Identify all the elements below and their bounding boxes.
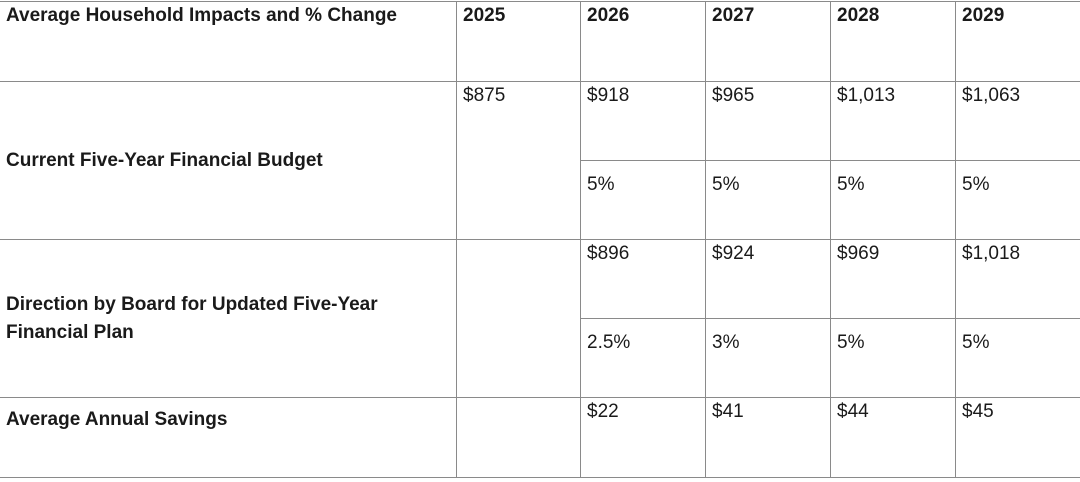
- board-direction-value-2026: $896: [580, 239, 706, 319]
- table-row-current-budget-values: Current Five-Year Financial Budget $875 …: [0, 81, 1080, 240]
- board-direction-change-2028: 5%: [830, 318, 956, 398]
- annual-savings-2029: $45: [955, 397, 1080, 478]
- current-budget-change-2026: 5%: [580, 160, 706, 240]
- current-budget-change-2029: 5%: [955, 160, 1080, 240]
- table-row-current-budget-changes: 5% 5% 5% 5%: [0, 160, 1080, 240]
- current-budget-value-2026: $918: [580, 81, 706, 161]
- row-label-board-direction: Direction by Board for Updated Five-Year…: [0, 239, 457, 398]
- year-header-2026: 2026: [580, 1, 706, 82]
- row-label-current-budget: Current Five-Year Financial Budget: [0, 81, 457, 240]
- board-direction-value-2025: [456, 239, 581, 398]
- annual-savings-2025: [456, 397, 581, 478]
- current-budget-change-2028: 5%: [830, 160, 956, 240]
- year-header-2027: 2027: [705, 1, 831, 82]
- table-row-board-direction-values: Direction by Board for Updated Five-Year…: [0, 239, 1080, 398]
- annual-savings-2026: $22: [580, 397, 706, 478]
- current-budget-change-2027: 5%: [705, 160, 831, 240]
- current-budget-value-2025: $875: [456, 81, 581, 240]
- current-budget-value-2029: $1,063: [955, 81, 1080, 161]
- current-budget-value-2028: $1,013: [830, 81, 956, 161]
- year-header-2028: 2028: [830, 1, 956, 82]
- board-direction-value-2027: $924: [705, 239, 831, 319]
- row-label-annual-savings: Average Annual Savings: [0, 397, 457, 478]
- header-label: Average Household Impacts and % Change: [0, 1, 457, 82]
- table-row-board-direction-changes: 2.5% 3% 5% 5%: [0, 318, 1080, 398]
- board-direction-change-2029: 5%: [955, 318, 1080, 398]
- annual-savings-2028: $44: [830, 397, 956, 478]
- table-row-annual-savings: Average Annual Savings $22 $41 $44 $45: [0, 397, 1080, 478]
- year-header-2025: 2025: [456, 1, 581, 82]
- board-direction-value-2029: $1,018: [955, 239, 1080, 319]
- current-budget-value-2027: $965: [705, 81, 831, 161]
- board-direction-label-line1: Direction by Board for Updated Five-Year: [6, 293, 378, 315]
- board-direction-label-line2: Financial Plan: [6, 321, 134, 343]
- year-header-2029: 2029: [955, 1, 1080, 82]
- annual-savings-2027: $41: [705, 397, 831, 478]
- board-direction-value-2028: $969: [830, 239, 956, 319]
- board-direction-change-2026: 2.5%: [580, 318, 706, 398]
- board-direction-change-2027: 3%: [705, 318, 831, 398]
- table-header-row: Average Household Impacts and % Change 2…: [0, 1, 1080, 82]
